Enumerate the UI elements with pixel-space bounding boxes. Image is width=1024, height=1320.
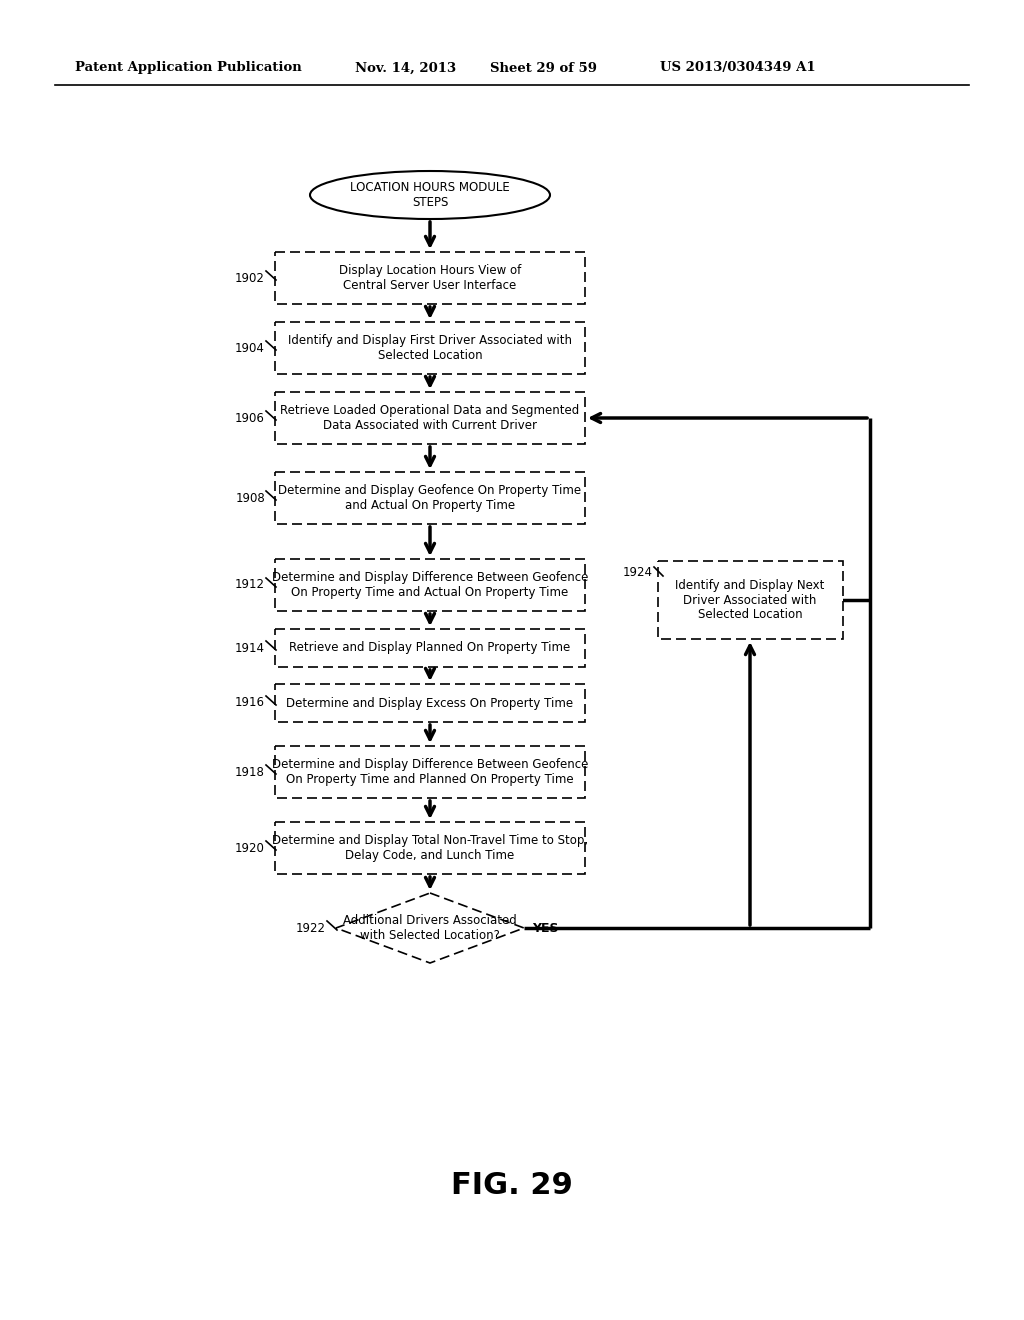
Text: 1922: 1922: [296, 921, 326, 935]
Text: Identify and Display First Driver Associated with
Selected Location: Identify and Display First Driver Associ…: [288, 334, 572, 362]
Bar: [275, 746, 585, 799]
Polygon shape: [336, 894, 524, 964]
Text: FIG. 29: FIG. 29: [451, 1171, 573, 1200]
Text: YES: YES: [532, 921, 558, 935]
Text: Patent Application Publication: Patent Application Publication: [75, 62, 302, 74]
Text: Identify and Display Next
Driver Associated with
Selected Location: Identify and Display Next Driver Associa…: [675, 578, 824, 622]
Text: 1914: 1914: [234, 642, 265, 655]
Text: 1908: 1908: [236, 491, 265, 504]
Text: Sheet 29 of 59: Sheet 29 of 59: [490, 62, 597, 74]
Ellipse shape: [310, 172, 550, 219]
Bar: [275, 630, 585, 667]
Bar: [275, 252, 585, 304]
Text: 1918: 1918: [236, 766, 265, 779]
Text: Nov. 14, 2013: Nov. 14, 2013: [355, 62, 456, 74]
Text: 1924: 1924: [623, 565, 653, 578]
Text: Additional Drivers Associated
with Selected Location?: Additional Drivers Associated with Selec…: [343, 913, 517, 942]
Text: 1912: 1912: [234, 578, 265, 591]
Text: 1920: 1920: [236, 842, 265, 854]
Text: Determine and Display Excess On Property Time: Determine and Display Excess On Property…: [287, 697, 573, 710]
Text: Retrieve Loaded Operational Data and Segmented
Data Associated with Current Driv: Retrieve Loaded Operational Data and Seg…: [281, 404, 580, 432]
Text: 1906: 1906: [236, 412, 265, 425]
Bar: [275, 684, 585, 722]
Bar: [275, 473, 585, 524]
Text: Retrieve and Display Planned On Property Time: Retrieve and Display Planned On Property…: [290, 642, 570, 655]
Text: Determine and Display Total Non-Travel Time to Stop,
Delay Code, and Lunch Time: Determine and Display Total Non-Travel T…: [272, 834, 588, 862]
Text: Determine and Display Difference Between Geofence
On Property Time and Planned O: Determine and Display Difference Between…: [271, 758, 588, 785]
Text: 1904: 1904: [236, 342, 265, 355]
Bar: [275, 392, 585, 444]
Text: US 2013/0304349 A1: US 2013/0304349 A1: [660, 62, 816, 74]
Text: Determine and Display Difference Between Geofence
On Property Time and Actual On: Determine and Display Difference Between…: [271, 572, 588, 599]
Text: Display Location Hours View of
Central Server User Interface: Display Location Hours View of Central S…: [339, 264, 521, 292]
Bar: [275, 822, 585, 874]
Text: 1916: 1916: [234, 697, 265, 710]
Bar: [657, 561, 843, 639]
Text: LOCATION HOURS MODULE
STEPS: LOCATION HOURS MODULE STEPS: [350, 181, 510, 209]
Text: 1902: 1902: [236, 272, 265, 285]
Bar: [275, 558, 585, 611]
Bar: [275, 322, 585, 374]
Text: Determine and Display Geofence On Property Time
and Actual On Property Time: Determine and Display Geofence On Proper…: [279, 484, 582, 512]
